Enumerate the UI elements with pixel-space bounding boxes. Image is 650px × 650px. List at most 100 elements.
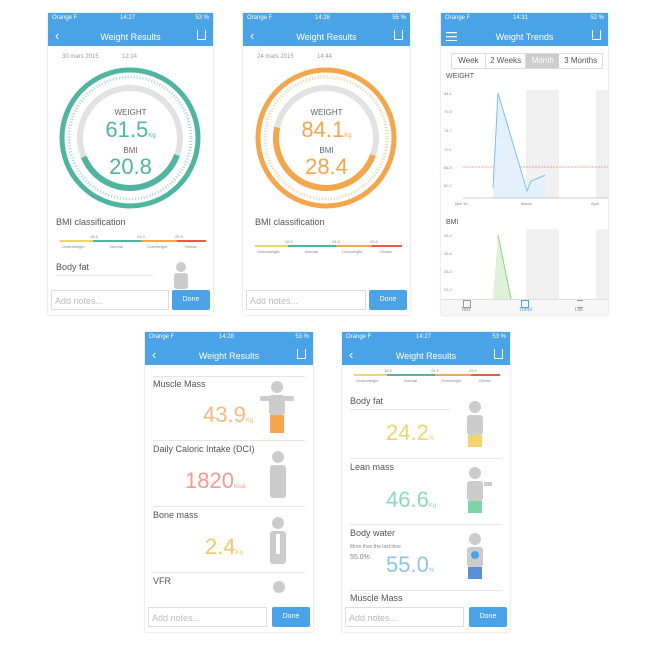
item-value-row: 55.0%: [386, 552, 434, 578]
shape: [67, 75, 193, 201]
notes-input[interactable]: Add notes...: [148, 607, 267, 627]
bmi-bar: [336, 245, 372, 247]
back-button[interactable]: ‹: [349, 347, 354, 362]
bmi-bar: [141, 240, 177, 242]
carrier: Orange F: [149, 334, 175, 340]
y-label: 74.7: [444, 128, 452, 133]
battery: 53 %: [492, 334, 506, 340]
done-button[interactable]: Done: [469, 607, 507, 627]
carrier: Orange F: [52, 15, 78, 21]
tab-icon: [463, 300, 471, 308]
bmi-tick: 24.9: [137, 234, 145, 239]
done-button[interactable]: Done: [369, 290, 407, 310]
item-value: 1820: [185, 468, 234, 493]
segment[interactable]: Month: [526, 54, 560, 68]
bmi-class: Overweight: [147, 244, 168, 249]
time: 14:28: [219, 334, 235, 340]
y-label: 70.1: [444, 147, 452, 152]
notes-input[interactable]: Add notes...: [345, 607, 464, 627]
back-button[interactable]: ‹: [152, 347, 157, 362]
weight-unit: Kg: [148, 133, 156, 139]
segment[interactable]: Week: [452, 54, 486, 68]
carrier: Orange F: [445, 15, 471, 21]
time: 14:27: [120, 15, 136, 21]
item-label: Muscle Mass: [350, 593, 403, 603]
bmi-label: BMI: [319, 146, 334, 155]
screen: Orange F 14:31 52 % Weight Trends Week 2…: [441, 13, 608, 315]
menu-button[interactable]: [446, 32, 457, 41]
shape: [497, 234, 512, 299]
section-title: BMI classification: [56, 217, 126, 227]
tab[interactable]: Test: [461, 307, 471, 313]
back-button[interactable]: ‹: [55, 28, 60, 43]
shape: [596, 229, 608, 299]
notes-input[interactable]: Add notes...: [246, 290, 366, 310]
segment[interactable]: 2 Weeks: [486, 54, 527, 68]
item-label: Bone mass: [153, 510, 199, 520]
divider: [350, 590, 502, 591]
body-icon: [467, 401, 483, 447]
nav-title: Weight Results: [100, 32, 161, 42]
screen: Orange F 14:26 55 % Weight Results ‹ 24 …: [243, 13, 410, 315]
tab[interactable]: Trend: [519, 307, 532, 313]
battery: 53 %: [195, 15, 209, 21]
share-button[interactable]: [394, 30, 403, 40]
shape: [272, 451, 284, 463]
bmi-bar: [435, 374, 471, 376]
shape: [255, 67, 397, 209]
y-label: 84.1: [444, 91, 452, 96]
notes-input[interactable]: Add notes...: [51, 290, 169, 310]
done-button[interactable]: Done: [272, 607, 310, 627]
bmi-label: BMI: [123, 146, 138, 155]
share-button[interactable]: [297, 349, 306, 359]
y-label: 60.7: [444, 183, 452, 188]
shape: [467, 481, 483, 501]
done-button[interactable]: Done: [172, 290, 210, 310]
share-button[interactable]: [197, 30, 206, 40]
y-label: 79.4: [444, 109, 452, 114]
y-label: 25.3: [444, 269, 452, 274]
header: Orange F 14:28 53 % Weight Results ‹: [145, 332, 313, 365]
share-button[interactable]: [494, 349, 503, 359]
x-label: March: [521, 201, 533, 206]
share-button[interactable]: [592, 30, 601, 40]
item-label: Lean mass: [350, 462, 395, 472]
shape: [468, 501, 482, 513]
bmi-bar: [471, 374, 500, 376]
segment[interactable]: 3 Months: [564, 56, 598, 65]
bmi-tick: 18.5: [285, 239, 293, 244]
bmi-class: Normal: [305, 249, 318, 254]
item-label: Body fat: [350, 396, 384, 406]
shape: [446, 32, 457, 34]
time: 14:27: [416, 334, 432, 340]
shape: [273, 581, 285, 593]
item-value-row: 1820Kcal: [185, 468, 246, 494]
item-value: 46.6: [386, 487, 429, 512]
bmi-class: Underweight: [356, 378, 379, 383]
clock: 14:44: [317, 54, 333, 60]
bmi-class: Obese: [380, 249, 392, 254]
bmi-class: Normal: [404, 378, 417, 383]
screen: Orange F 14:28 53 % Weight Results ‹ Mus…: [145, 332, 313, 632]
tab[interactable]: List: [575, 307, 583, 313]
bmi-bar: [177, 240, 206, 242]
shape: [270, 465, 286, 498]
bmi-tick: 24.9: [332, 239, 340, 244]
back-button[interactable]: ‹: [250, 28, 255, 43]
bmi-tick: 29.9: [469, 368, 477, 373]
shape: [263, 75, 389, 201]
bmi-bar: [255, 245, 288, 247]
item-unit: Kg: [235, 550, 243, 556]
body-icon: [467, 467, 492, 513]
battery: 55 %: [392, 15, 406, 21]
shape: [272, 517, 284, 529]
x-label: Mar 16: [455, 201, 468, 206]
nav-title: Weight Trends: [495, 32, 554, 42]
carrier: Orange F: [247, 15, 273, 21]
bmi-class: Overweight: [342, 249, 363, 254]
header: Orange F 14:31 52 % Weight Trends: [441, 13, 608, 46]
shape: [468, 435, 482, 447]
shape: [484, 482, 492, 486]
bmi-class: Obese: [185, 244, 197, 249]
